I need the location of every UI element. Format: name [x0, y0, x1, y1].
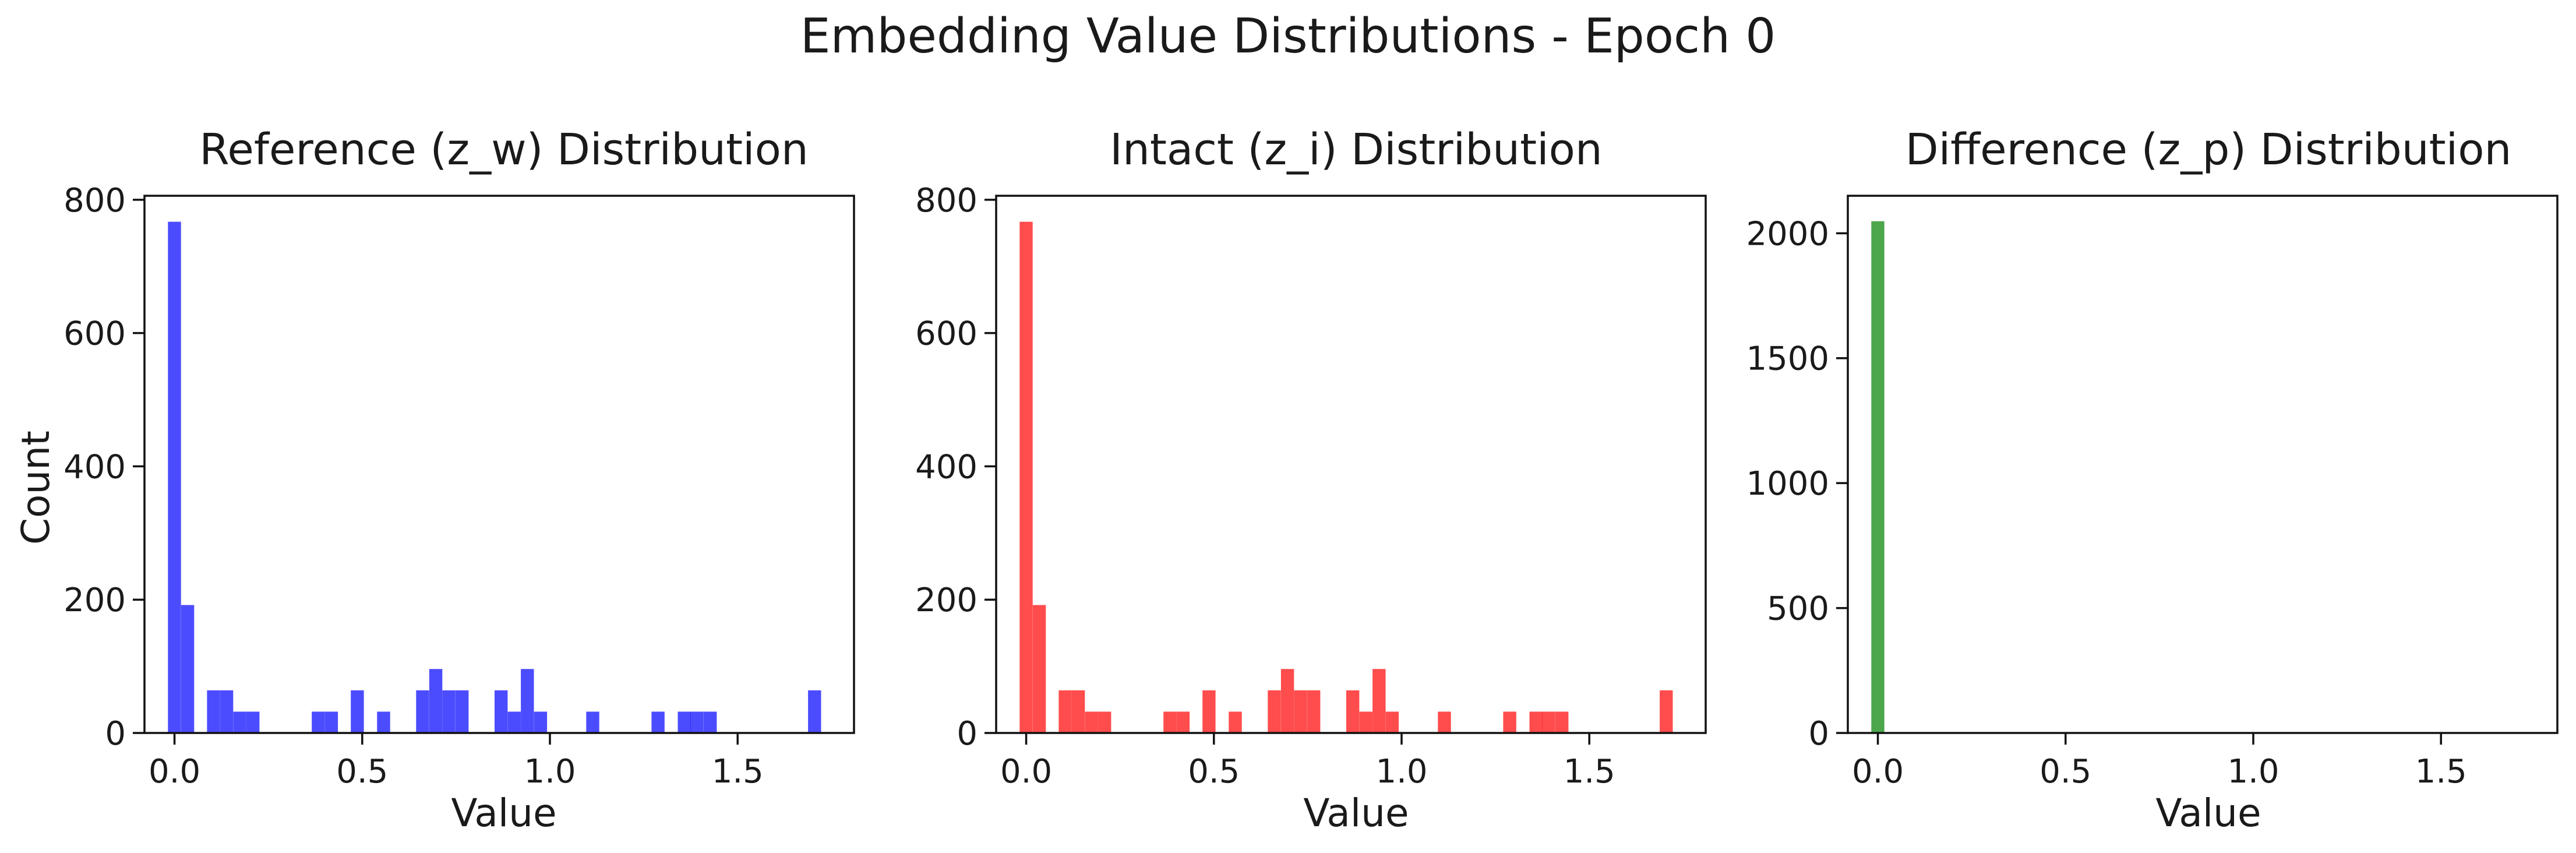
- x-tick-label-intact-0: 0.0: [1000, 753, 1052, 791]
- histogram-bar-intact-17: [1385, 711, 1399, 733]
- y-tick-label-intact-3: 600: [915, 315, 978, 353]
- histogram-bar-intact-4: [1085, 711, 1098, 733]
- histogram-bar-intact-21: [1542, 711, 1555, 733]
- panel-intact: Intact (z_i) Distribution Value 0.0 0.5 1.…: [915, 125, 1707, 836]
- x-tick-label-difference-1: 0.5: [2039, 753, 2091, 791]
- panel-reference: Reference (z_w) Distribution Value Count…: [13, 125, 855, 836]
- y-tick-label-difference-1: 500: [1767, 590, 1829, 628]
- histogram-bar-reference-6: [312, 711, 325, 733]
- panel-difference: Difference (z_p) Distribution Value 0.0 0…: [1746, 125, 2559, 836]
- histogram-bar-intact-15: [1359, 711, 1372, 733]
- histogram-bar-reference-5: [246, 711, 260, 733]
- histogram-bar-reference-0: [168, 221, 181, 734]
- histogram-bar-intact-23: [1660, 690, 1673, 733]
- y-tick-label-difference-4: 2000: [1746, 215, 1829, 253]
- histogram-bar-reference-8: [351, 690, 364, 733]
- plot-frame-intact: [995, 195, 1707, 734]
- histogram-bar-reference-7: [324, 711, 338, 733]
- x-tick-label-intact-2: 1.0: [1375, 753, 1427, 791]
- histogram-bar-reference-20: [677, 711, 691, 733]
- histogram-bars-difference: [1871, 221, 1885, 733]
- x-axis-label-reference: Value: [451, 791, 556, 836]
- histogram-bar-reference-2: [207, 690, 220, 733]
- histogram-bar-reference-19: [651, 711, 665, 733]
- x-tick-label-reference-1: 0.5: [336, 753, 388, 791]
- x-axis-label-intact: Value: [1303, 791, 1409, 836]
- histogram-bar-intact-20: [1529, 711, 1543, 733]
- y-tick-label-difference-2: 1000: [1746, 465, 1829, 503]
- x-tick-label-difference-3: 1.5: [2415, 753, 2467, 791]
- panel-title-intact: Intact (z_i) Distribution: [1110, 125, 1603, 175]
- histogram-bars-reference: [168, 221, 821, 734]
- histogram-bar-reference-21: [690, 711, 704, 733]
- histogram-bar-intact-3: [1071, 690, 1085, 733]
- histogram-bar-difference-0: [1871, 221, 1885, 733]
- axis-ticks-intact: 0.0 0.5 1.0 1.5 0 200 400 600 800: [915, 182, 1615, 791]
- histogram-bar-reference-10: [416, 690, 429, 733]
- y-tick-label-difference-0: 0: [1808, 715, 1829, 753]
- histogram-bar-reference-12: [442, 690, 456, 733]
- y-tick-label-reference-3: 600: [63, 315, 126, 353]
- histogram-bar-reference-17: [534, 711, 548, 733]
- y-tick-label-difference-3: 1500: [1746, 340, 1829, 378]
- histogram-bar-intact-18: [1438, 711, 1451, 733]
- histogram-bar-intact-9: [1229, 711, 1242, 733]
- histogram-bar-reference-4: [233, 711, 246, 733]
- histogram-bar-intact-13: [1307, 690, 1321, 733]
- histogram-bar-reference-1: [181, 605, 195, 733]
- histogram-bar-intact-0: [1019, 221, 1033, 734]
- y-tick-label-intact-2: 400: [915, 448, 978, 486]
- histogram-bar-intact-10: [1268, 690, 1281, 733]
- x-tick-label-difference-2: 1.0: [2227, 753, 2279, 791]
- histogram-bar-intact-14: [1346, 690, 1360, 733]
- plot-frame-difference: [1847, 195, 2559, 734]
- panel-title-reference: Reference (z_w) Distribution: [199, 125, 809, 175]
- panel-title-difference: Difference (z_p) Distribution: [1905, 125, 2512, 175]
- y-tick-label-intact-1: 200: [915, 581, 978, 619]
- y-tick-label-reference-4: 800: [63, 182, 126, 220]
- histogram-bar-reference-11: [429, 669, 443, 733]
- histogram-bar-intact-8: [1202, 690, 1216, 733]
- y-axis-label-reference: Count: [13, 431, 58, 545]
- y-tick-label-intact-0: 0: [957, 715, 978, 753]
- axis-ticks-reference: 0.0 0.5 1.0 1.5 0 200 400 600 800: [63, 182, 764, 791]
- histogram-bar-reference-14: [495, 690, 508, 733]
- x-tick-label-intact-1: 0.5: [1188, 753, 1240, 791]
- x-tick-label-intact-3: 1.5: [1564, 753, 1615, 791]
- histogram-bar-reference-3: [220, 690, 234, 733]
- histogram-bar-reference-23: [808, 690, 821, 733]
- histogram-bar-intact-6: [1163, 711, 1177, 733]
- histogram-bar-reference-15: [507, 711, 521, 733]
- histogram-bar-intact-5: [1098, 711, 1111, 733]
- y-tick-label-intact-4: 800: [915, 182, 978, 220]
- plot-frame-reference: [143, 195, 855, 734]
- histogram-bar-intact-22: [1555, 711, 1569, 733]
- histogram-bar-intact-12: [1294, 690, 1307, 733]
- y-tick-label-reference-2: 400: [63, 448, 126, 486]
- axis-ticks-difference: 0.0 0.5 1.0 1.5 0 500 1000 1500 2000: [1746, 215, 2466, 791]
- histogram-bar-reference-9: [377, 711, 390, 733]
- figure-title: Embedding Value Distributions - Epoch 0: [800, 9, 1776, 64]
- histogram-bar-intact-16: [1372, 669, 1386, 733]
- histogram-bar-intact-7: [1176, 711, 1190, 733]
- y-tick-label-reference-0: 0: [105, 715, 126, 753]
- histogram-bar-reference-13: [456, 690, 469, 733]
- x-tick-label-reference-2: 1.0: [524, 753, 576, 791]
- x-axis-label-difference: Value: [2155, 791, 2261, 836]
- histogram-bar-reference-18: [586, 711, 599, 733]
- histogram-bar-intact-1: [1032, 605, 1046, 733]
- histogram-bar-reference-22: [704, 711, 717, 733]
- histogram-bar-intact-19: [1503, 711, 1516, 733]
- x-tick-label-difference-0: 0.0: [1852, 753, 1904, 791]
- histogram-bar-reference-16: [521, 669, 534, 733]
- x-tick-label-reference-0: 0.0: [149, 753, 200, 791]
- histogram-bars-intact: [1019, 221, 1673, 734]
- y-tick-label-reference-1: 200: [63, 581, 126, 619]
- x-tick-label-reference-3: 1.5: [712, 753, 764, 791]
- histogram-bar-intact-2: [1058, 690, 1072, 733]
- histogram-bar-intact-11: [1280, 669, 1294, 733]
